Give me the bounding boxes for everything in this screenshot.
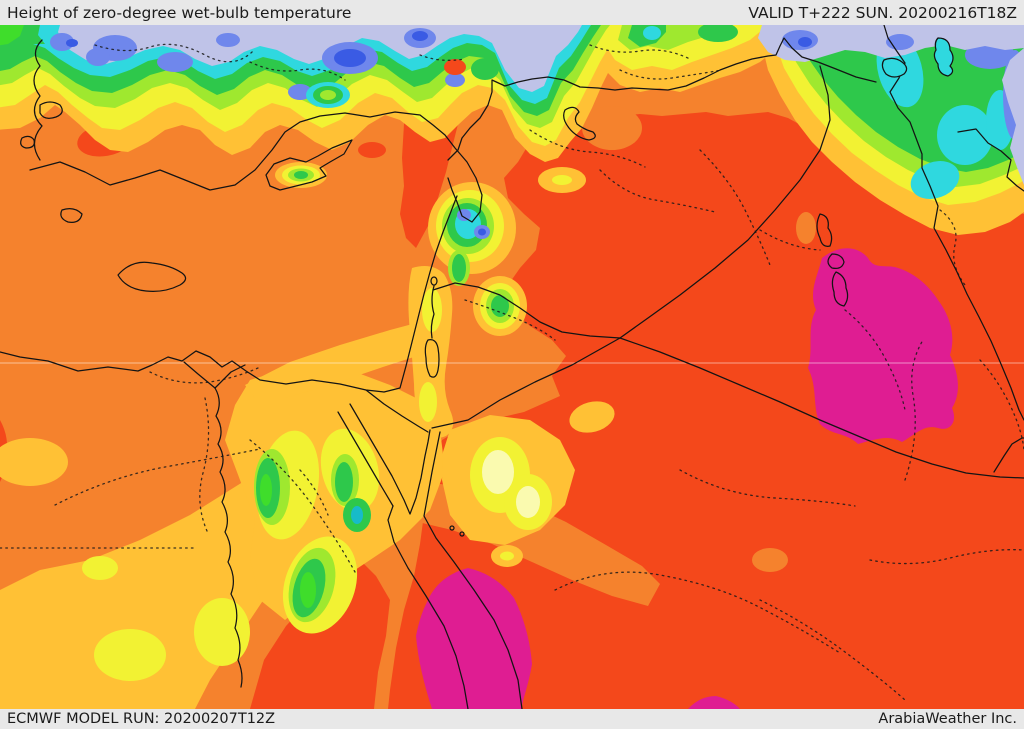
island-crete xyxy=(117,261,187,292)
levant-coastline xyxy=(0,195,458,393)
iraq-lake-habbaniyah xyxy=(827,253,845,269)
syria-jordan-border xyxy=(432,282,621,339)
contour-magenta-regions xyxy=(416,248,958,709)
nile-delta-branch-west xyxy=(183,361,216,389)
cyprus-outline xyxy=(265,139,353,191)
dead-sea-outline xyxy=(424,339,440,378)
sinai-gulf-coasts xyxy=(349,403,431,515)
contour-bright-green-cores xyxy=(260,474,316,608)
branding-label: ArabiaWeather Inc. xyxy=(878,711,1017,727)
contour-pale-yellow-cores xyxy=(482,450,540,518)
jordan-river xyxy=(430,285,435,339)
map-title: Height of zero-degree wet-bulb temperatu… xyxy=(7,3,352,22)
island-rhodes xyxy=(60,208,83,223)
turkey-syria-border xyxy=(447,37,877,161)
valid-time-label: VALID T+222 SUN. 20200216T18Z xyxy=(748,3,1017,22)
red-sea-island xyxy=(459,531,465,537)
turkey-west-coast xyxy=(33,39,43,161)
contour-north-band-stack xyxy=(0,25,782,162)
egypt-red-sea-coast xyxy=(387,505,469,709)
admin-boundaries-dotted xyxy=(0,43,1024,701)
contour-lebanon-cyan-blue-cores xyxy=(455,209,490,239)
kuwait-border xyxy=(993,437,1024,473)
lake-urmia xyxy=(933,37,954,77)
syria-lake-assad xyxy=(563,106,596,141)
turkey-coastline xyxy=(29,111,483,223)
lake-van xyxy=(881,57,908,78)
model-run-label: ECMWF MODEL RUN: 20200207T12Z xyxy=(7,711,276,727)
contour-green-regions xyxy=(256,171,509,618)
nile-river xyxy=(214,387,243,688)
gulf-of-aqaba-east-coast xyxy=(423,431,523,709)
israel-egypt-border xyxy=(365,389,429,433)
iraq-lake-razzaza xyxy=(831,271,849,307)
island-lesbos xyxy=(39,101,63,119)
weather-map-canvas xyxy=(0,25,1024,709)
gulf-of-suez-west-coast xyxy=(337,411,394,507)
contour-teal-cyan-cores xyxy=(351,506,363,524)
sea-of-galilee xyxy=(430,276,438,286)
iraq-lake-tharthar xyxy=(816,213,833,247)
red-sea-island xyxy=(449,525,455,531)
iran-azerbaijan-border xyxy=(957,128,1024,192)
jordan-saudi-border xyxy=(431,337,621,429)
iraq-saudi-border xyxy=(619,337,1024,479)
syria-iraq-border xyxy=(619,65,831,339)
footer-bar: ECMWF MODEL RUN: 20200207T12Z ArabiaWeat… xyxy=(0,709,1024,729)
nile-delta-branch-east xyxy=(214,364,246,389)
header-bar: Height of zero-degree wet-bulb temperatu… xyxy=(0,0,1024,25)
island-chios xyxy=(20,135,35,149)
country-borders xyxy=(0,25,1024,709)
